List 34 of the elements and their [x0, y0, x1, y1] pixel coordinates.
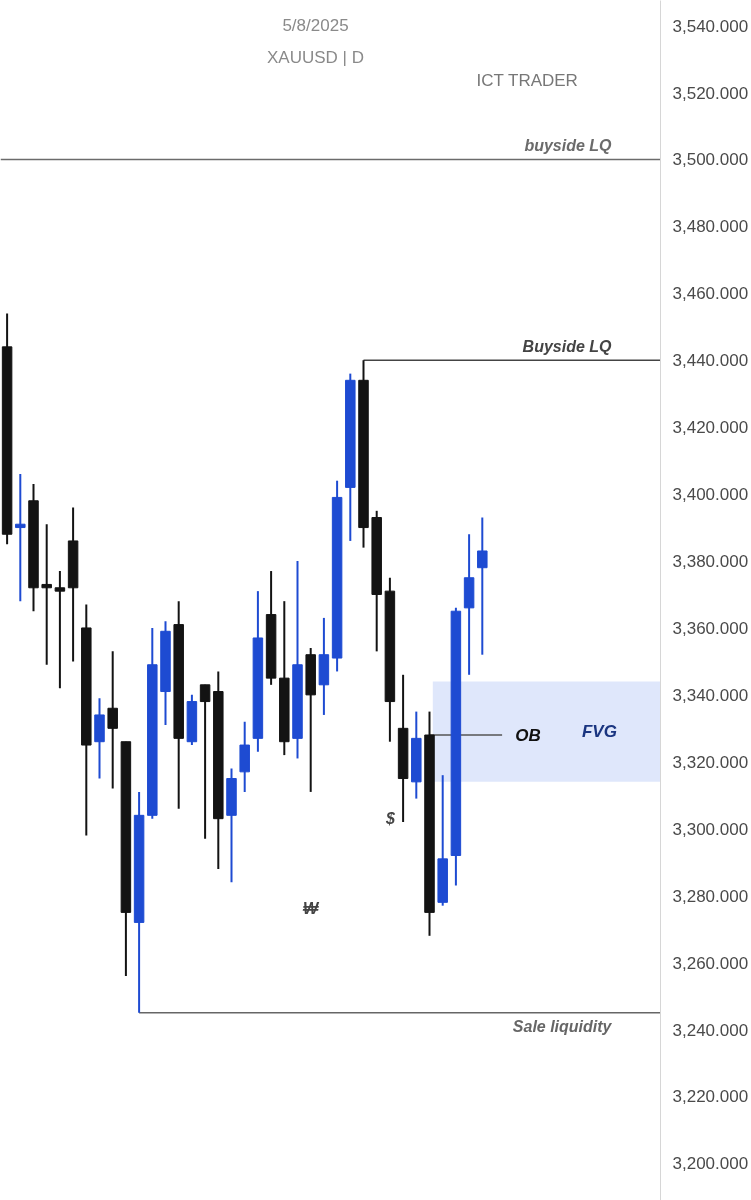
annotation: ₩	[301, 900, 320, 917]
y-tick-label: 3,220.000	[672, 1087, 749, 1107]
y-tick-label: 3,340.000	[672, 685, 749, 705]
annotation: ICT TRADER	[476, 71, 578, 90]
ref-line-label: OB	[515, 725, 541, 745]
y-tick-label: 3,200.000	[672, 1154, 749, 1174]
y-tick-label: 3,440.000	[672, 351, 749, 371]
y-tick-label: 3,480.000	[672, 217, 749, 237]
annotation: $	[385, 810, 397, 827]
ref-line-label: Buyside LQ	[522, 338, 613, 356]
text: 5/8/2025	[282, 16, 349, 35]
candlestick	[41, 523, 52, 666]
y-tick-label: 3,520.000	[672, 83, 749, 103]
y-tick-label: 3,400.000	[672, 485, 749, 505]
y-tick-label: 3,360.000	[672, 618, 749, 638]
candlestick	[15, 473, 26, 603]
text: XAUUSD | D	[267, 48, 365, 67]
ref-line-label: buyside LQ	[524, 137, 613, 155]
band-label: FVG	[581, 722, 617, 742]
y-tick-label: 3,380.000	[672, 552, 749, 572]
y-tick-label: 3,420.000	[672, 418, 749, 438]
y-tick-label: 3,540.000	[672, 16, 749, 36]
candlestick	[477, 516, 488, 656]
ref-line-label: Sale liquidity	[512, 1017, 613, 1035]
y-tick-label: 3,320.000	[672, 752, 749, 772]
candlestick	[54, 570, 66, 690]
candlestick	[199, 683, 211, 840]
y-tick-label: 3,240.000	[672, 1020, 749, 1040]
y-tick-label: 3,260.000	[672, 953, 749, 973]
y-tick-label: 3,500.000	[672, 150, 749, 170]
y-tick-label: 3,280.000	[672, 886, 749, 906]
y-tick-label: 3,300.000	[672, 819, 749, 839]
y-tick-label: 3,460.000	[672, 284, 749, 304]
candlestick	[107, 650, 118, 790]
